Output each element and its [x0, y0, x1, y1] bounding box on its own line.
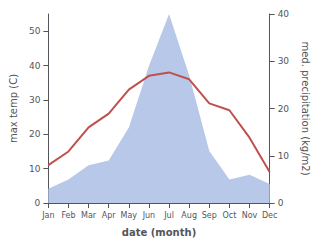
svg-text:med. precipitation (kg/m2): med. precipitation (kg/m2): [300, 41, 311, 175]
svg-text:30: 30: [29, 95, 41, 105]
svg-text:max temp (C): max temp (C): [8, 74, 19, 143]
svg-text:Jun: Jun: [142, 211, 156, 220]
svg-text:20: 20: [29, 129, 41, 139]
svg-text:May: May: [121, 211, 138, 220]
svg-text:40: 40: [29, 61, 41, 71]
svg-text:Feb: Feb: [61, 211, 75, 220]
svg-text:Dec: Dec: [262, 211, 277, 220]
svg-text:0: 0: [35, 198, 41, 208]
svg-text:Aug: Aug: [181, 211, 197, 220]
svg-text:10: 10: [29, 164, 41, 174]
svg-text:date (month): date (month): [122, 227, 196, 238]
svg-text:Apr: Apr: [102, 211, 117, 220]
svg-text:40: 40: [278, 9, 290, 19]
svg-text:Jul: Jul: [163, 211, 174, 220]
svg-text:Oct: Oct: [222, 211, 236, 220]
svg-text:50: 50: [29, 26, 41, 36]
svg-text:Sep: Sep: [202, 211, 217, 220]
svg-text:20: 20: [278, 104, 290, 114]
svg-text:0: 0: [278, 198, 284, 208]
svg-text:Nov: Nov: [242, 211, 258, 220]
svg-text:30: 30: [278, 56, 290, 66]
svg-text:Jan: Jan: [41, 211, 54, 220]
svg-text:10: 10: [278, 151, 290, 161]
svg-text:Mar: Mar: [81, 211, 97, 220]
